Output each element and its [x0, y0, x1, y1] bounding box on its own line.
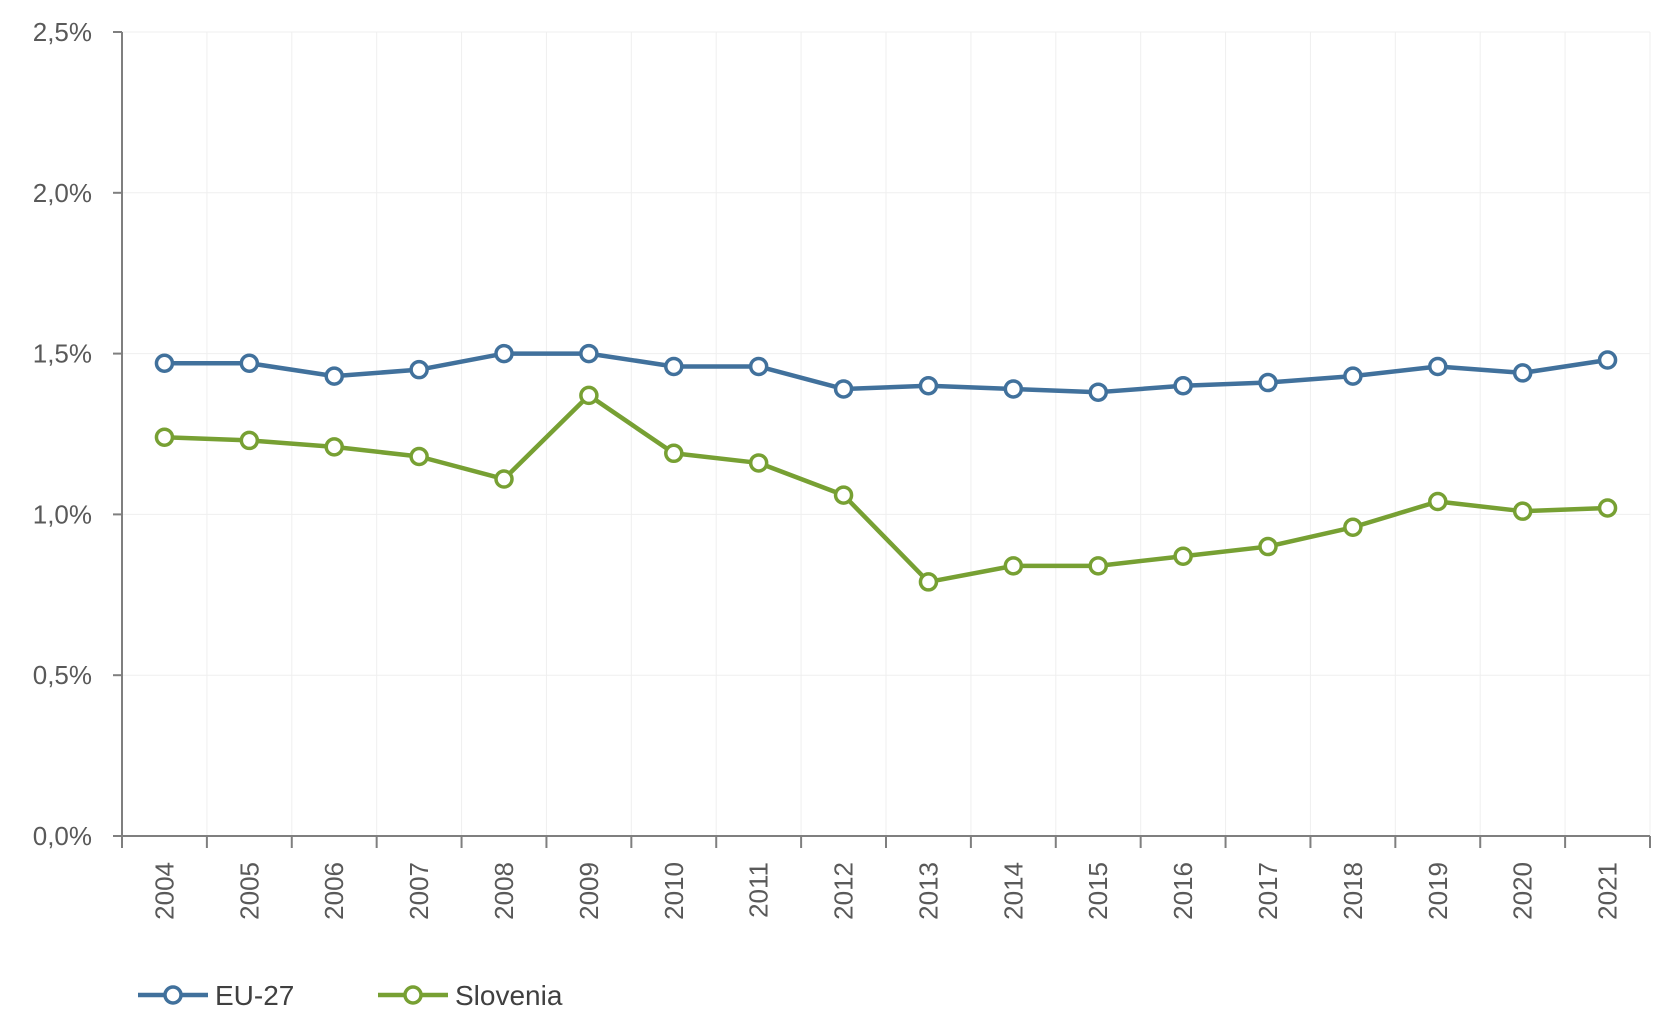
- data-point: [409, 446, 429, 467]
- x-tick-label: 2012: [829, 862, 859, 920]
- data-point: [1512, 501, 1533, 521]
- x-tick-label: 2020: [1508, 862, 1538, 920]
- x-tick-label: 2017: [1253, 862, 1283, 920]
- y-tick-label: 1,5%: [33, 339, 92, 369]
- data-point: [664, 356, 684, 377]
- legend-marker: [163, 985, 183, 1005]
- data-point: [1597, 350, 1618, 370]
- data-point: [1428, 356, 1448, 377]
- data-point: [1258, 372, 1278, 393]
- data-point: [1512, 363, 1533, 383]
- data-point: [1343, 517, 1363, 538]
- data-point: [494, 469, 514, 489]
- data-point: [239, 353, 260, 373]
- axes: 0,0% 0,5% 1,0% 1,5% 2,0% 2,5% 2004 2005 2006 2007…: [33, 17, 1651, 920]
- y-tick-label: 0,0%: [33, 821, 92, 851]
- x-tick-label: 2009: [574, 862, 604, 920]
- series-slovenia: [154, 385, 1618, 592]
- y-tick-label: 2,0%: [33, 178, 92, 208]
- data-point: [154, 353, 175, 373]
- grid-lines: [122, 31, 1651, 836]
- data-point: [1088, 556, 1108, 576]
- series: [154, 343, 1618, 592]
- legend: EU-27 Slovenia: [138, 980, 563, 1011]
- x-tick-label: 2010: [659, 862, 689, 920]
- data-point: [1343, 366, 1363, 386]
- x-tick-label: 2019: [1423, 862, 1453, 920]
- y-tick-label: 2,5%: [33, 17, 92, 47]
- data-point: [1258, 536, 1278, 557]
- data-point: [1003, 379, 1024, 399]
- legend-item: Slovenia: [378, 980, 563, 1011]
- y-tick-label: 0,5%: [33, 660, 92, 690]
- data-point: [324, 437, 344, 457]
- legend-label: EU-27: [215, 980, 294, 1011]
- data-point: [154, 427, 175, 447]
- data-point: [664, 443, 684, 464]
- legend-marker: [403, 985, 423, 1005]
- data-point: [1597, 498, 1618, 518]
- x-tick-label: 2004: [149, 862, 179, 920]
- x-tick-label: 2018: [1338, 862, 1368, 920]
- data-point: [748, 453, 769, 473]
- data-point: [579, 343, 599, 364]
- data-point: [833, 379, 854, 399]
- data-point: [748, 356, 769, 377]
- data-point: [833, 485, 854, 505]
- x-tick-label: 2008: [489, 862, 519, 920]
- x-tick-label: 2021: [1593, 862, 1623, 920]
- x-tick-label: 2014: [998, 862, 1028, 920]
- data-point: [918, 572, 939, 592]
- data-point: [239, 430, 260, 451]
- x-tick-label: 2006: [319, 862, 349, 920]
- data-point: [1173, 546, 1193, 566]
- x-tick-label: 2013: [913, 862, 943, 920]
- series-eu-27: [154, 343, 1618, 402]
- x-tick-label: 2015: [1083, 862, 1113, 920]
- data-point: [1003, 556, 1024, 576]
- x-tick-label: 2007: [404, 862, 434, 920]
- legend-label: Slovenia: [455, 980, 563, 1011]
- data-point: [579, 385, 599, 406]
- x-tick-label: 2005: [234, 862, 264, 920]
- data-point: [1088, 382, 1108, 402]
- legend-item: EU-27: [138, 980, 294, 1011]
- data-point: [409, 359, 429, 380]
- data-point: [918, 376, 939, 396]
- x-tick-label: 2011: [744, 862, 774, 918]
- data-point: [1173, 376, 1193, 396]
- data-point: [1428, 491, 1448, 512]
- series-line: [164, 393, 1608, 585]
- series-line: [164, 351, 1608, 395]
- y-tick-label: 1,0%: [33, 499, 92, 529]
- data-point: [494, 343, 514, 364]
- data-point: [324, 366, 344, 386]
- x-tick-label: 2016: [1168, 862, 1198, 920]
